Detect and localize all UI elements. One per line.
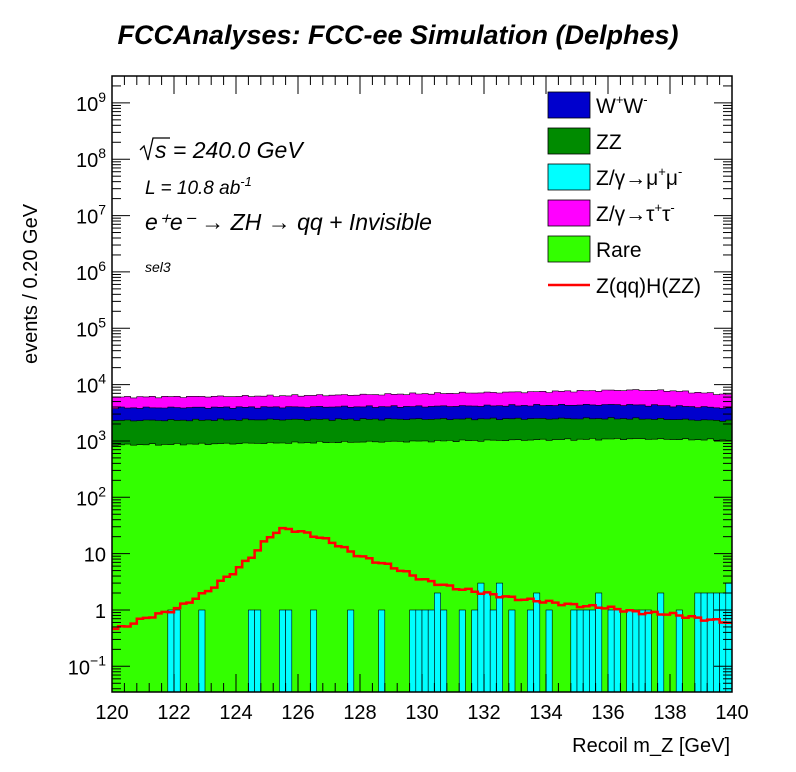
x-axis-label: Recoil m_Z [GeV]	[572, 735, 730, 757]
legend-label: W+W-	[596, 92, 648, 118]
legend-label: Rare	[596, 239, 642, 262]
mumu-bar	[582, 609, 590, 692]
legend: W+W- ZZ Z/γ→μ+μ- Z/γ→τ+τ- Rare Z(qq)H(ZZ)	[547, 91, 701, 298]
x-tick-label: 126	[281, 702, 314, 724]
chart-title: FCCAnalyses: FCC-ee Simulation (Delphes)	[117, 20, 679, 50]
legend-label: ZZ	[596, 131, 622, 154]
mumu-bar	[657, 592, 665, 692]
mumu-bar	[576, 609, 584, 692]
mumu-bar	[248, 609, 255, 692]
y-tick-label: 107	[76, 202, 106, 229]
legend-label: Z/γ→τ+τ-	[596, 200, 675, 226]
mumu-bar	[613, 609, 621, 692]
mumu-bar	[167, 609, 175, 692]
legend-label: Z/γ→μ+μ-	[596, 164, 682, 190]
axes: 120 122 124 126 128 130 132 134 136 138 140 10−1 1 10…	[68, 75, 749, 724]
y-tick-label: 104	[76, 371, 106, 398]
y-tick-label: 1	[95, 601, 106, 623]
y-tick-label: 102	[76, 483, 106, 510]
x-tick-label: 122	[157, 702, 190, 724]
mumu-bar	[427, 609, 435, 692]
mumu-bar	[254, 609, 262, 692]
x-tick-label: 130	[405, 702, 438, 724]
mumu-bar	[508, 609, 516, 692]
legend-swatch	[547, 199, 591, 227]
annotations: s = 240.0 GeV L = 10.8 ab-1 e⁺e⁻ → ZH → qq…	[139, 137, 432, 275]
signal-line	[112, 526, 732, 631]
legend-swatch	[547, 163, 591, 191]
mumu-bar	[440, 609, 448, 692]
y-tick-label: 10	[84, 545, 106, 567]
y-tick-label: 10−1	[68, 652, 106, 679]
y-tick-label: 105	[76, 314, 106, 341]
mumu-bar	[607, 609, 615, 692]
mumu-bar	[434, 592, 441, 692]
mumu-bar	[706, 592, 714, 692]
mumu-bar	[409, 609, 417, 692]
legend-label: Z(qq)H(ZZ)	[596, 275, 701, 298]
mumu-bar	[638, 609, 646, 692]
mumu-bar	[483, 592, 491, 692]
sqrt-symbol	[139, 137, 170, 161]
legend-swatch	[547, 235, 591, 263]
annotation-selection: sel3	[145, 259, 171, 275]
mumu-bar	[477, 582, 485, 692]
y-tick-label: 108	[76, 145, 106, 172]
y-tick-label: 109	[76, 89, 106, 116]
mumu-bar	[415, 609, 423, 692]
mumu-bar	[700, 592, 708, 692]
x-tick-label: 134	[529, 702, 562, 724]
plot-area	[112, 389, 732, 692]
mumu-bar	[173, 609, 181, 692]
x-tick-label: 132	[467, 702, 500, 724]
y-tick-label: 106	[76, 258, 106, 285]
mumu-bar	[310, 609, 317, 692]
mumu-bar	[527, 609, 534, 692]
mumu-bar	[489, 609, 497, 692]
mumu-bar	[533, 592, 541, 692]
x-tick-label: 120	[95, 702, 128, 724]
mumu-bar	[644, 609, 652, 692]
mumu-bar	[347, 609, 355, 692]
y-tick-label: 103	[76, 427, 106, 454]
mumu-bar	[285, 609, 293, 692]
mumu-bar	[675, 609, 683, 692]
x-tick-label: 140	[715, 702, 748, 724]
mumu-bar	[626, 609, 634, 692]
legend-swatch	[547, 127, 591, 155]
mumu-bar	[545, 609, 553, 692]
mumu-bar	[719, 592, 727, 692]
mumu-bar	[632, 609, 640, 692]
mumu-bar	[421, 609, 429, 692]
mumu-bar	[589, 609, 596, 692]
annotation-lumi: L = 10.8 ab-1	[145, 174, 252, 199]
mumu-bar	[694, 592, 702, 692]
legend-swatch	[547, 91, 591, 119]
mumu-bar	[725, 582, 732, 692]
mumu-bar	[198, 609, 206, 692]
x-tick-label: 128	[343, 702, 376, 724]
x-tick-label: 136	[591, 702, 624, 724]
y-axis-label: events / 0.20 GeV	[20, 203, 42, 364]
annotation-process: e⁺e⁻ → ZH → qq + Invisible	[145, 209, 432, 235]
mumu-bar	[496, 582, 503, 692]
mumu-bar	[458, 609, 466, 692]
mumu-bar	[279, 609, 286, 692]
mumu-bar	[595, 592, 603, 692]
x-tick-label: 124	[219, 702, 252, 724]
x-tick-label: 138	[653, 702, 686, 724]
mumu-bar	[570, 609, 578, 692]
mumu-bar	[471, 609, 479, 692]
mumu-bar	[713, 592, 720, 692]
annotation-sqrt-s: s = 240.0 GeV	[155, 137, 305, 163]
mumu-bar	[378, 609, 386, 692]
